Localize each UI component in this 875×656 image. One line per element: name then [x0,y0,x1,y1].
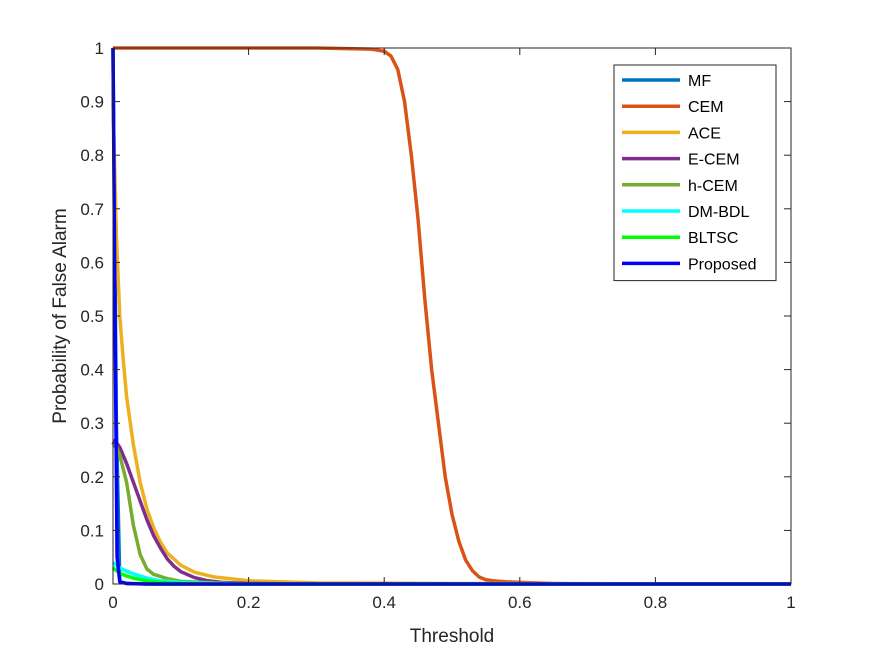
legend-label-e-cem: E-CEM [688,152,740,169]
legend: MF CEM ACE E-CEM h-CEM DM-BDL BLTSC Proposed [613,64,777,282]
legend-label-mf: MF [688,73,711,90]
x-tick-label: 0 [108,593,117,612]
x-tick-label: 0.2 [237,593,261,612]
legend-label-bltsc: BLTSC [688,230,738,247]
x-tick-label: 0.6 [508,593,532,612]
y-tick-label: 0.1 [80,521,104,540]
y-tick-label: 0.5 [80,307,104,326]
series-line-cem [113,46,791,586]
legend-label-cem: CEM [688,99,724,116]
y-tick-label: 0.3 [80,414,104,433]
x-tick-label: 0.8 [644,593,668,612]
series-line-ace [111,101,792,586]
x-axis-label: Threshold [410,626,495,647]
ticks-layer: 0 0.2 0.4 0.6 0.8 1 0 0.1 0.2 0.3 0.4 0.5 0.6 0.7 0.8 0… [80,39,795,612]
y-tick-label: 1 [95,39,104,58]
y-axis-label: Probability of False Alarm [50,208,71,423]
y-tick-label: 0.8 [80,146,104,165]
y-tick-label: 0.9 [80,93,104,112]
legend-label-h-cem: h-CEM [688,178,738,195]
y-tick-label: 0.7 [80,200,104,219]
legend-box [613,64,777,282]
legend-label-dm-bdl: DM-BDL [688,204,749,221]
legend-label-ace: ACE [688,125,721,142]
x-tick-label: 1 [786,593,795,612]
legend-label-proposed: Proposed [688,256,757,273]
x-tick-label: 0.4 [372,593,396,612]
y-tick-label: 0.2 [80,468,104,487]
y-tick-label: 0.6 [80,253,104,272]
y-tick-label: 0 [95,575,104,594]
y-tick-label: 0.4 [80,361,104,380]
